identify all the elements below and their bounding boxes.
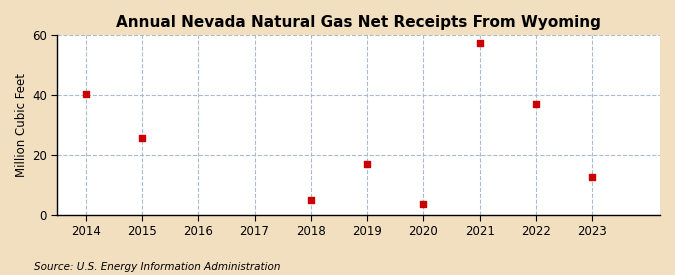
Point [362, 162, 373, 166]
Point [587, 175, 598, 180]
Point [418, 202, 429, 206]
Title: Annual Nevada Natural Gas Net Receipts From Wyoming: Annual Nevada Natural Gas Net Receipts F… [116, 15, 601, 30]
Point [475, 41, 485, 45]
Point [306, 197, 317, 202]
Text: Source: U.S. Energy Information Administration: Source: U.S. Energy Information Administ… [34, 262, 280, 272]
Y-axis label: Million Cubic Feet: Million Cubic Feet [15, 73, 28, 177]
Point [531, 102, 541, 106]
Point [136, 136, 147, 141]
Point [80, 91, 91, 96]
